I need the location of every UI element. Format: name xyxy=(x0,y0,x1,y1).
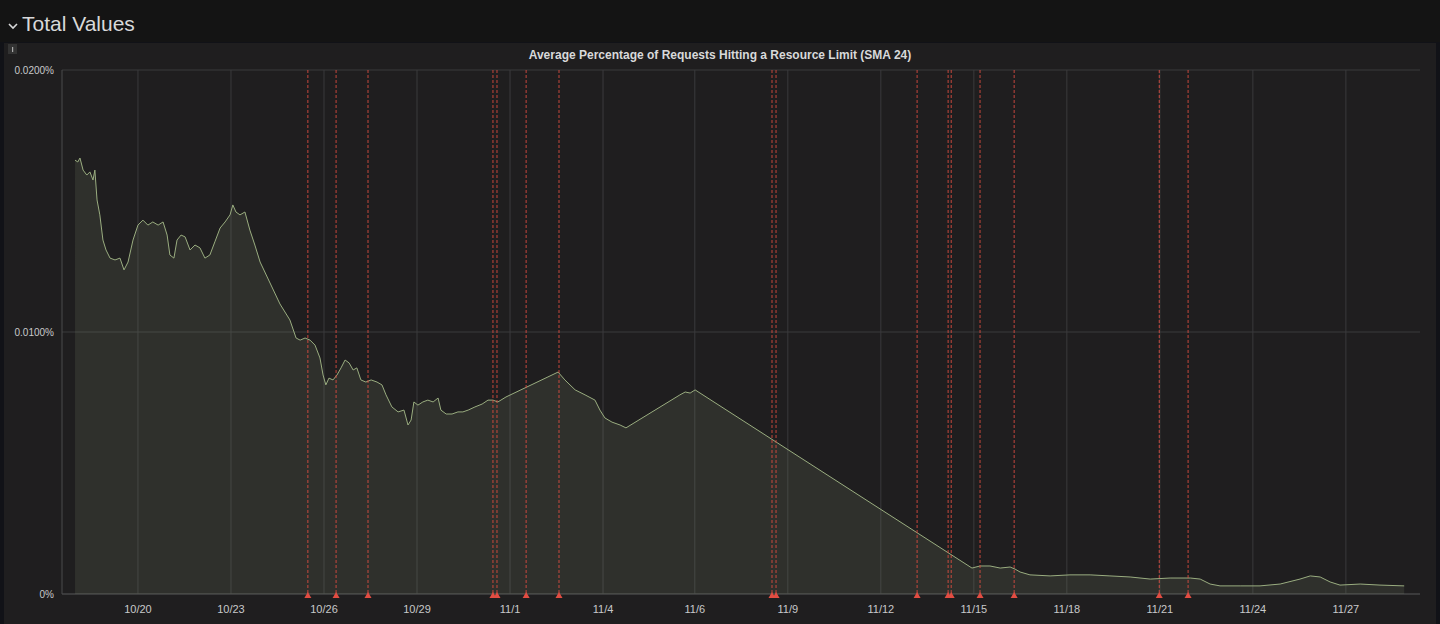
panel-background xyxy=(4,43,1436,624)
series-line xyxy=(75,158,1404,586)
annotation-marker[interactable] xyxy=(523,592,530,598)
y-tick-label: 0.0200% xyxy=(15,65,55,76)
y-tick-label: 0% xyxy=(40,589,55,600)
header-bar xyxy=(0,0,1440,42)
annotation-line xyxy=(948,70,949,594)
x-tick-label: 11/18 xyxy=(1053,603,1080,615)
x-tick-label: 10/23 xyxy=(217,603,245,615)
plot-area xyxy=(75,158,1404,594)
y-tick-label: 0.0100% xyxy=(15,327,55,338)
annotation-marker[interactable] xyxy=(333,592,340,598)
annotation-line xyxy=(492,70,493,594)
x-tick-label: 10/26 xyxy=(310,603,338,615)
x-tick-label: 11/21 xyxy=(1147,603,1174,615)
y-grid-line xyxy=(62,70,1420,71)
grid xyxy=(62,70,1420,594)
chart-root: Total Values Average Percentage of Reques… xyxy=(0,0,1440,624)
annotation-marker[interactable] xyxy=(1011,592,1018,598)
series-area xyxy=(75,158,1404,594)
y-axis-line xyxy=(62,70,63,594)
annotation-marker[interactable] xyxy=(948,592,955,598)
annotation-marker[interactable] xyxy=(977,592,984,598)
annotation-line xyxy=(526,70,527,594)
chart-title: Average Percentage of Requests Hitting a… xyxy=(529,48,912,62)
annotation-line xyxy=(336,70,337,594)
x-tick-label: 11/12 xyxy=(867,603,894,615)
annotation-line xyxy=(1159,70,1160,594)
annotation-marker[interactable] xyxy=(1185,592,1192,598)
annotation-marker[interactable] xyxy=(304,592,311,598)
annotation-line xyxy=(1014,70,1015,594)
page-background xyxy=(0,0,1440,624)
annotation-line xyxy=(917,70,918,594)
x-tick-label: 11/27 xyxy=(1333,603,1360,615)
annotation-marker[interactable] xyxy=(914,592,921,598)
annotation-marker[interactable] xyxy=(1156,592,1163,598)
annotation-line xyxy=(772,70,773,594)
x-tick-label: 11/15 xyxy=(960,603,987,615)
annotation-marker[interactable] xyxy=(556,592,563,598)
x-tick-label: 11/4 xyxy=(593,603,614,615)
annotation-line xyxy=(307,70,308,594)
annotation-marker[interactable] xyxy=(365,592,372,598)
annotation-marker[interactable] xyxy=(773,592,780,598)
x-tick-label: 11/1 xyxy=(500,603,521,615)
x-tick-label: 11/9 xyxy=(778,603,799,615)
annotation-line xyxy=(951,70,952,594)
x-tick-label: 11/24 xyxy=(1240,603,1267,615)
annotation-line xyxy=(368,70,369,594)
annotation-line xyxy=(776,70,777,594)
x-tick-label: 10/29 xyxy=(403,603,431,615)
collapse-chevron[interactable] xyxy=(9,24,17,28)
info-icon[interactable] xyxy=(8,44,17,54)
annotation-line xyxy=(496,70,497,594)
annotation-line xyxy=(980,70,981,594)
annotation-marker[interactable] xyxy=(493,592,500,598)
info-icon-glyph xyxy=(12,47,13,52)
section-title: Total Values xyxy=(22,12,135,35)
x-tick-label: 10/20 xyxy=(124,603,152,615)
annotation-line xyxy=(559,70,560,594)
annotations xyxy=(304,70,1191,598)
x-tick-label: 11/6 xyxy=(685,603,706,615)
annotation-line xyxy=(1188,70,1189,594)
